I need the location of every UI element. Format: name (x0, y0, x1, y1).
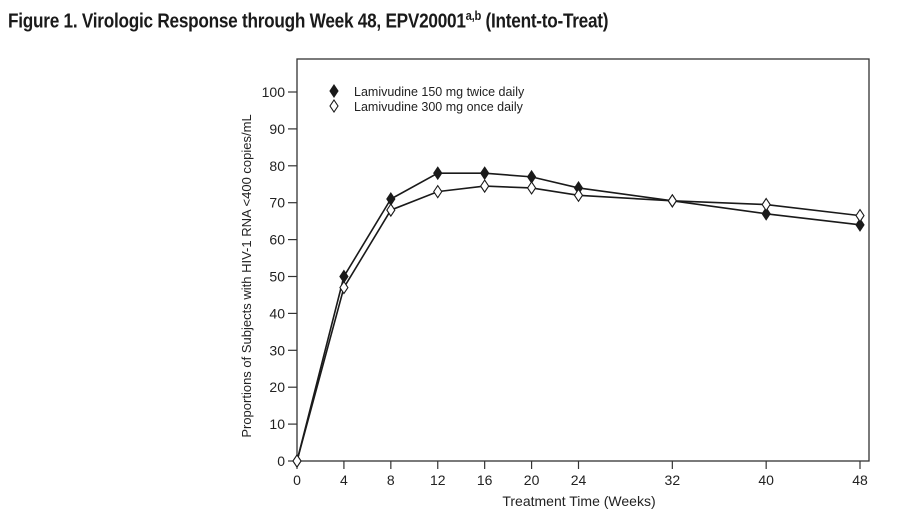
x-tick-label: 24 (571, 472, 587, 488)
figure-title-superscript: a,b (465, 8, 482, 23)
series-line-1 (296, 185, 861, 462)
data-point-open-diamond (573, 188, 584, 203)
x-axis-label: Treatment Time (Weeks) (502, 493, 655, 509)
y-tick-label: 90 (269, 121, 285, 137)
x-tick-label: 4 (340, 472, 348, 488)
series-line-0 (296, 172, 861, 462)
y-tick-label: 0 (277, 453, 285, 469)
legend-label: Lamivudine 300 mg once daily (354, 100, 524, 114)
y-tick-label: 70 (269, 195, 285, 211)
legend-open-diamond-icon (329, 99, 339, 113)
y-tick-label: 30 (269, 342, 285, 358)
data-point-open-diamond (433, 184, 443, 199)
x-tick-label: 40 (758, 472, 774, 488)
y-tick-label: 20 (269, 379, 285, 395)
x-tick-label: 12 (430, 472, 446, 488)
data-point-open-diamond (386, 203, 396, 218)
data-point-filled-diamond (761, 206, 771, 221)
y-tick-label: 60 (269, 232, 285, 248)
data-point-open-diamond (526, 180, 537, 195)
data-point-open-diamond (292, 454, 302, 468)
plot-frame (296, 58, 870, 462)
legend-label: Lamivudine 150 mg twice daily (354, 85, 525, 99)
data-point-filled-diamond (433, 166, 443, 181)
data-point-open-diamond (480, 179, 490, 194)
figure-title-suffix: (Intent-to-Treat) (481, 10, 609, 33)
legend-filled-diamond-icon (329, 84, 339, 98)
figure-title: Figure 1. Virologic Response through Wee… (8, 8, 608, 34)
x-tick-label: 0 (293, 472, 301, 488)
y-tick-label: 10 (269, 416, 285, 432)
x-tick-label: 32 (665, 472, 681, 488)
y-tick-label: 50 (269, 269, 285, 285)
x-tick-label: 20 (524, 472, 540, 488)
y-tick-label: 80 (269, 158, 285, 174)
data-point-filled-diamond (855, 217, 865, 232)
data-point-open-diamond (855, 208, 865, 223)
y-axis-label: Proportions of Subjects with HIV-1 RNA <… (239, 114, 254, 437)
x-tick-label: 8 (387, 472, 395, 488)
y-tick-label: 100 (262, 84, 286, 100)
x-tick-label: 48 (852, 472, 868, 488)
data-point-open-diamond (339, 280, 349, 295)
x-tick-label: 16 (477, 472, 493, 488)
data-point-open-diamond (761, 197, 771, 212)
data-point-filled-diamond (480, 166, 490, 181)
y-tick-label: 40 (269, 305, 285, 321)
data-point-open-diamond (667, 193, 677, 208)
figure-title-main: Figure 1. Virologic Response through Wee… (8, 10, 466, 33)
